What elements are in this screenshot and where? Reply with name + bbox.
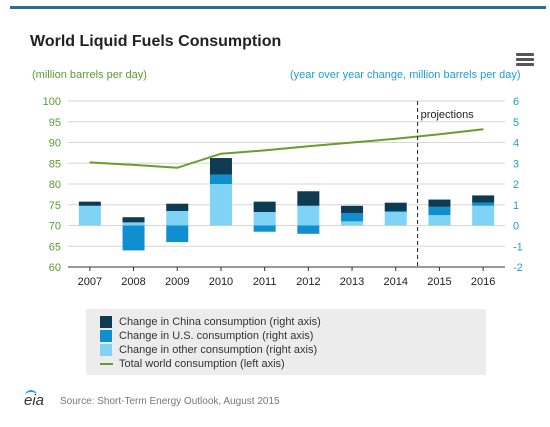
legend-label-china: Change in China consumption (right axis) — [119, 316, 321, 328]
bar-us — [472, 202, 495, 206]
left-axis-tick-label: 85 — [49, 158, 61, 170]
x-axis-tick-label: 2016 — [471, 276, 495, 288]
right-axis-unit: (year over year change, million barrels … — [290, 69, 521, 81]
total-consumption-point — [482, 128, 484, 130]
x-axis-tick-label: 2014 — [384, 276, 408, 288]
bar-us — [209, 174, 232, 184]
x-axis-tick-label: 2008 — [121, 276, 145, 288]
x-axis-tick-label: 2007 — [78, 276, 102, 288]
legend-label-us: Change in U.S. consumption (right axis) — [119, 330, 314, 342]
left-axis-tick-label: 95 — [49, 117, 61, 129]
bar-other — [122, 222, 145, 226]
chart-frame — [10, 6, 546, 423]
left-axis-tick-label: 80 — [49, 179, 61, 191]
legend-label-other: Change in other consumption (right axis) — [119, 344, 318, 356]
bar-china — [209, 158, 232, 175]
bar-other — [253, 212, 276, 226]
bar-china — [78, 201, 101, 206]
bar-other — [428, 215, 451, 226]
right-axis-tick-label: 4 — [513, 138, 519, 150]
total-consumption-point — [395, 138, 397, 140]
bar-us — [253, 225, 276, 232]
bar-other — [341, 221, 364, 226]
x-axis-tick-label: 2013 — [340, 276, 364, 288]
left-axis-tick-label: 60 — [49, 262, 61, 274]
legend-label-total: Total world consumption (left axis) — [119, 358, 285, 370]
bar-china — [341, 205, 364, 214]
total-consumption-point — [438, 133, 440, 135]
left-axis-tick-label: 75 — [49, 200, 61, 212]
bar-china — [472, 195, 495, 203]
bar-other — [297, 205, 320, 226]
left-axis-unit: (million barrels per day) — [32, 69, 147, 81]
total-consumption-point — [89, 161, 91, 163]
total-consumption-point — [176, 167, 178, 169]
x-axis-tick-label: 2009 — [165, 276, 189, 288]
total-consumption-point — [264, 149, 266, 151]
chart-title: World Liquid Fuels Consumption — [30, 33, 282, 50]
left-axis-tick-label: 100 — [43, 96, 61, 108]
bar-china — [122, 217, 145, 223]
projection-label: projections — [421, 109, 475, 121]
bar-us — [297, 225, 320, 234]
right-axis-tick-label: 5 — [513, 117, 519, 129]
legend-swatch-us — [100, 330, 112, 342]
x-axis-tick-label: 2015 — [427, 276, 451, 288]
right-axis-tick-label: 2 — [513, 179, 519, 191]
right-axis-tick-label: -1 — [513, 241, 523, 253]
bar-other — [166, 210, 189, 226]
x-axis-tick-label: 2012 — [296, 276, 320, 288]
bar-us — [122, 225, 145, 251]
total-consumption-point — [307, 145, 309, 147]
x-axis-tick-label: 2011 — [253, 276, 277, 288]
total-consumption-point — [220, 153, 222, 155]
right-axis-tick-label: 0 — [513, 221, 519, 233]
legend-swatch-china — [100, 316, 112, 328]
bar-other — [472, 205, 495, 226]
total-consumption-line — [89, 128, 484, 169]
right-axis-tick-label: 6 — [513, 96, 519, 108]
bar-other — [209, 184, 232, 226]
legend: Change in China consumption (right axis)… — [86, 309, 486, 375]
eia-logo: eia — [24, 392, 45, 409]
legend-swatch-total — [100, 363, 113, 365]
right-axis-tick-label: 1 — [513, 200, 519, 212]
bar-china — [166, 203, 189, 211]
bar-us — [384, 210, 407, 213]
bar-china — [428, 199, 451, 207]
right-axis-tick-label: -2 — [513, 262, 523, 274]
bar-china — [384, 202, 407, 211]
bar-other — [384, 212, 407, 226]
bar-china — [253, 201, 276, 213]
eia-logo-arc — [25, 390, 37, 398]
hamburger-menu-icon[interactable] — [516, 53, 534, 67]
total-consumption-point — [133, 164, 135, 166]
source-note: Source: Short-Term Energy Outlook, Augus… — [60, 396, 280, 407]
bar-us — [341, 213, 364, 222]
bar-us — [428, 206, 451, 216]
bar-other — [78, 205, 101, 226]
left-axis-tick-label: 65 — [49, 241, 61, 253]
bar-china — [297, 191, 320, 206]
left-axis-tick-label: 70 — [49, 221, 61, 233]
total-consumption-point — [351, 142, 353, 143]
x-axis-tick-label: 2010 — [209, 276, 233, 288]
left-axis-tick-label: 90 — [49, 138, 61, 150]
right-axis-tick-label: 3 — [513, 158, 519, 170]
bar-us — [166, 225, 189, 243]
legend-swatch-other — [100, 344, 112, 356]
